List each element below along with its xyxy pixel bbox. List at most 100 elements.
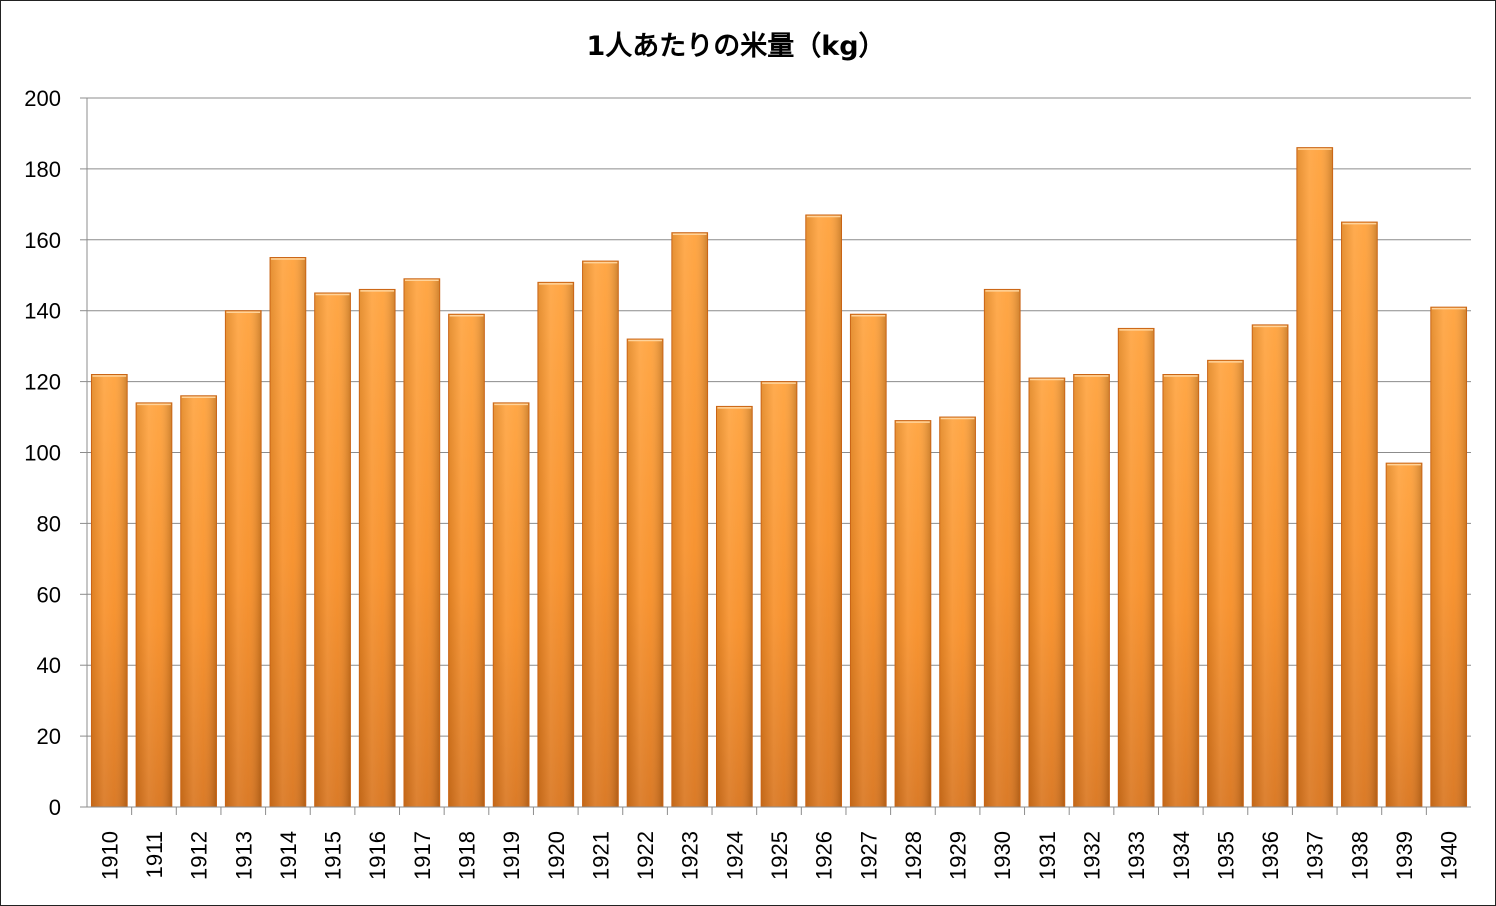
x-tick-label: 1926 xyxy=(812,831,837,880)
x-tick-label: 1936 xyxy=(1258,831,1283,880)
x-tick-label: 1917 xyxy=(410,831,435,880)
x-tick-label: 1918 xyxy=(454,831,479,880)
x-tick-label: 1930 xyxy=(990,831,1015,880)
bar-shading xyxy=(181,396,216,807)
bar-shading xyxy=(583,261,618,807)
bar-1914 xyxy=(269,257,307,808)
bar-1929 xyxy=(939,416,976,808)
bar-1920 xyxy=(537,281,575,808)
x-tick-label: 1911 xyxy=(142,831,167,878)
x-tick-label: 1924 xyxy=(722,831,747,880)
bar-1935 xyxy=(1207,359,1244,808)
x-tick-label: 1921 xyxy=(588,831,613,880)
bar-shading xyxy=(359,289,395,807)
bar-shading xyxy=(1297,148,1333,807)
x-tick-label: 1920 xyxy=(544,831,569,880)
y-tick-label: 20 xyxy=(37,724,61,749)
x-tick-label: 1925 xyxy=(767,831,792,880)
x-axis-tick-labels: 1910 1911 1912 1913 1914 1915 1916 1917 1918 1919… xyxy=(97,807,1462,880)
bar-1923 xyxy=(671,232,709,808)
bar-1925 xyxy=(760,381,798,808)
x-tick-label: 1919 xyxy=(499,831,524,880)
bar-1915 xyxy=(314,292,351,808)
x-tick-label: 1933 xyxy=(1124,831,1149,880)
bar-shading xyxy=(940,417,975,807)
x-tick-label: 1929 xyxy=(946,831,971,880)
bar-shading xyxy=(761,382,797,807)
bar-shading xyxy=(1074,375,1109,807)
x-tick-label: 1931 xyxy=(1035,831,1060,880)
x-tick-label: 1939 xyxy=(1392,831,1417,880)
bar-1928 xyxy=(894,420,932,808)
y-tick-label: 180 xyxy=(24,157,61,182)
bar-1939 xyxy=(1385,462,1423,808)
y-tick-label: 200 xyxy=(24,86,61,111)
bars xyxy=(90,147,1468,808)
bar-shading xyxy=(225,311,261,807)
bar-1922 xyxy=(626,338,664,808)
bar-1932 xyxy=(1073,374,1110,808)
bar-1916 xyxy=(358,288,396,808)
x-tick-label: 1912 xyxy=(187,831,212,880)
bar-shading xyxy=(895,421,931,807)
bar-1919 xyxy=(492,402,530,808)
y-tick-label: 140 xyxy=(24,299,61,324)
bar-1931 xyxy=(1028,377,1066,808)
y-tick-label: 80 xyxy=(37,511,61,536)
x-tick-label: 1913 xyxy=(231,831,256,880)
bar-1912 xyxy=(180,395,217,808)
bar-shading xyxy=(1118,328,1154,807)
bar-1937 xyxy=(1296,147,1334,808)
bar-1917 xyxy=(403,278,441,808)
x-tick-label: 1935 xyxy=(1213,831,1238,880)
chart-title: 1人あたりの米量（kg） xyxy=(586,31,885,62)
bar-1940 xyxy=(1430,306,1468,808)
x-tick-label: 1937 xyxy=(1303,831,1328,880)
bar-1936 xyxy=(1251,324,1289,808)
axes xyxy=(80,98,1471,808)
y-tick-label: 0 xyxy=(49,795,61,820)
bar-shading xyxy=(1386,463,1422,807)
y-axis-tick-labels: 0 20 40 60 80 100 120 140 160 180 200 xyxy=(24,86,61,820)
bar-shading xyxy=(1029,378,1065,807)
y-tick-label: 160 xyxy=(24,228,61,253)
x-tick-label: 1932 xyxy=(1080,831,1105,880)
bar-shading xyxy=(806,215,842,807)
bar-1911 xyxy=(135,402,173,808)
x-tick-label: 1923 xyxy=(678,831,703,880)
bar-shading xyxy=(1252,325,1288,807)
bar-shading xyxy=(493,403,529,807)
bar-1934 xyxy=(1162,374,1200,808)
x-tick-label: 1927 xyxy=(856,831,881,880)
x-tick-label: 1915 xyxy=(321,831,346,880)
y-tick-label: 100 xyxy=(24,441,61,466)
y-tick-label: 40 xyxy=(37,653,61,678)
x-tick-label: 1914 xyxy=(276,831,301,880)
bar-1930 xyxy=(983,288,1021,808)
bar-1938 xyxy=(1341,221,1378,808)
x-tick-label: 1916 xyxy=(365,831,390,880)
bar-shading xyxy=(1163,375,1199,807)
y-tick-label: 120 xyxy=(24,370,61,395)
x-tick-label: 1928 xyxy=(901,831,926,880)
x-tick-label: 1922 xyxy=(633,831,658,880)
bar-shading xyxy=(538,282,574,807)
bar-1924 xyxy=(715,405,753,808)
bar-1913 xyxy=(224,310,262,808)
bar-shading xyxy=(627,339,663,807)
x-tick-label: 1938 xyxy=(1347,831,1372,880)
bar-shading xyxy=(270,258,306,807)
x-tick-label: 1940 xyxy=(1437,831,1462,880)
bar-1933 xyxy=(1117,327,1155,808)
x-tick-label: 1934 xyxy=(1169,831,1194,880)
bar-shading xyxy=(850,314,886,807)
bar-shading xyxy=(1208,360,1243,807)
bar-shading xyxy=(315,293,350,807)
bar-shading xyxy=(1431,307,1467,807)
x-tick-label: 1910 xyxy=(97,831,122,880)
bar-shading xyxy=(91,375,127,807)
bar-shading xyxy=(716,406,752,807)
bar-shading xyxy=(136,403,172,807)
